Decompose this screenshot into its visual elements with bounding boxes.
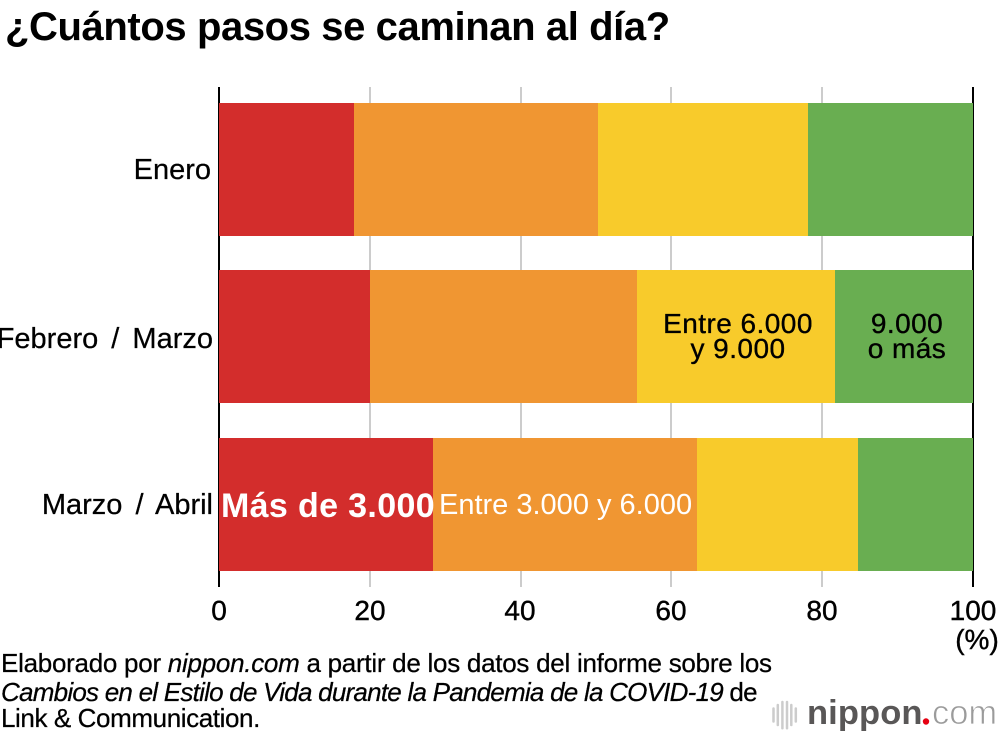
svg-text:com: com	[932, 694, 997, 732]
svg-text:nippon: nippon	[807, 694, 923, 732]
